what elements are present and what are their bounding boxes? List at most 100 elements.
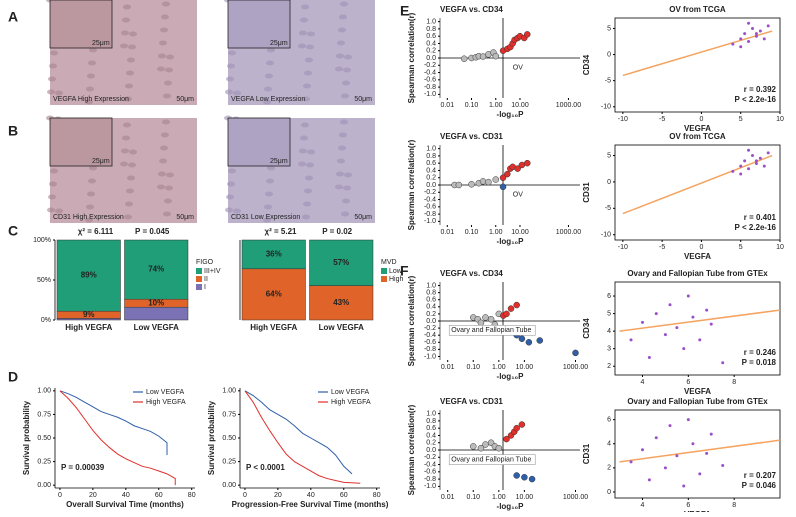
cell-texture xyxy=(160,27,168,33)
y-tick-label: 0.2 xyxy=(426,48,436,55)
point xyxy=(762,37,766,41)
point xyxy=(743,159,747,163)
cell-texture xyxy=(165,185,173,191)
point xyxy=(705,451,709,455)
point xyxy=(507,305,515,312)
cell-texture xyxy=(55,90,63,96)
inset-scale: 25μm xyxy=(270,158,288,165)
x-tick-label: 0.01 xyxy=(441,364,455,371)
cell-texture xyxy=(336,53,344,59)
value-label: 74% xyxy=(148,265,164,274)
y-tick-label: -0.4 xyxy=(424,461,436,468)
point xyxy=(698,472,702,476)
survival-curve xyxy=(244,390,361,484)
x-tick-label: -5 xyxy=(659,244,665,251)
x-tick-label: 1.00 xyxy=(492,494,506,501)
x-tick-label: 4 xyxy=(641,379,645,386)
point xyxy=(460,55,468,62)
inset xyxy=(49,0,113,49)
y-tick-label: 5 xyxy=(607,25,611,32)
cell-texture xyxy=(226,76,234,82)
y-tick-label: 1.0 xyxy=(426,145,436,152)
point xyxy=(766,151,770,155)
y-tick-label: -10 xyxy=(601,104,611,111)
annotation: Ovary and Fallopian Tube xyxy=(451,456,531,463)
y-tick-label: 6 xyxy=(607,416,611,423)
x-tick-label: 10.00 xyxy=(511,229,529,236)
x-tick-label: 0.01 xyxy=(440,102,454,109)
x-axis-label: -log₁₀P xyxy=(497,372,525,381)
point xyxy=(525,339,533,346)
annotation: Ovary and Fallopian Tube xyxy=(451,327,531,334)
y-tick-label: 0.6 xyxy=(426,33,436,40)
y-tick-label: 0.4 xyxy=(426,432,436,439)
x-tick-label: 4 xyxy=(641,502,645,509)
cell-texture xyxy=(47,207,55,213)
x-tick-label: 0.10 xyxy=(465,229,479,236)
bar-segment xyxy=(56,239,121,312)
cell-texture xyxy=(48,76,56,82)
cell-texture xyxy=(340,1,348,7)
y-axis-label: Survival probability xyxy=(22,400,31,475)
point xyxy=(668,303,672,307)
y-tick-label: 0 xyxy=(607,51,611,58)
value-label: 57% xyxy=(333,258,349,267)
cell-texture xyxy=(264,204,272,210)
scale-label: 50μm xyxy=(176,96,194,103)
y-tick-label: 2 xyxy=(607,363,611,370)
cell-texture xyxy=(300,135,308,141)
point xyxy=(470,443,477,450)
inset xyxy=(227,117,291,167)
cell-texture xyxy=(336,171,344,177)
point xyxy=(682,484,686,488)
cell-texture xyxy=(122,17,130,23)
cell-texture xyxy=(49,63,57,69)
y-tick-label: 0.8 xyxy=(426,153,436,160)
bar-segment xyxy=(241,268,306,321)
cell-texture xyxy=(120,161,128,167)
cell-texture xyxy=(163,93,171,99)
point xyxy=(682,347,686,351)
x-tick-label: 8 xyxy=(732,502,736,509)
caption: CD31 High Expression xyxy=(53,214,124,221)
x-tick-label: 10.00 xyxy=(516,364,534,371)
point xyxy=(754,159,758,163)
bar-segment xyxy=(124,239,189,300)
bar-segment xyxy=(309,285,374,321)
point xyxy=(743,32,747,36)
cell-texture xyxy=(47,89,55,95)
cell-texture xyxy=(227,181,235,187)
y-tick-label: 0.8 xyxy=(426,26,436,33)
y-axis-label: Spearman correlation(r) xyxy=(407,404,416,495)
cell-texture xyxy=(301,122,309,128)
point xyxy=(572,349,579,357)
cell-texture xyxy=(302,214,310,220)
stat: χ² = 5.21 xyxy=(265,227,298,236)
y-tick-label: 1.00 xyxy=(37,388,51,395)
cell-texture xyxy=(300,17,308,23)
cell-texture xyxy=(124,96,132,102)
point xyxy=(675,454,679,458)
annotation: OV xyxy=(513,191,523,198)
cell-texture xyxy=(157,184,165,190)
cell-texture xyxy=(341,93,349,99)
legend-swatch xyxy=(381,276,387,282)
x-tick-label: 6 xyxy=(686,379,690,386)
stat: r = 0.392 xyxy=(744,85,777,94)
stat: P < 2.2e-16 xyxy=(735,223,777,232)
point xyxy=(747,148,751,152)
y-tick-label: 1.0 xyxy=(426,18,436,25)
x-axis-label: -log₁₀P xyxy=(497,237,525,246)
stat: r = 0.246 xyxy=(744,348,777,357)
point xyxy=(721,463,725,467)
cell-texture xyxy=(303,201,311,207)
point xyxy=(479,178,487,185)
category-label: Low VEGFA xyxy=(134,323,180,332)
point xyxy=(482,441,489,448)
cell-texture xyxy=(163,211,171,217)
point xyxy=(468,181,475,188)
y-axis-label: CD34 xyxy=(582,318,591,339)
cell-texture xyxy=(159,40,167,46)
cell-texture xyxy=(299,148,307,154)
y-tick-label: 0.8 xyxy=(426,289,436,296)
